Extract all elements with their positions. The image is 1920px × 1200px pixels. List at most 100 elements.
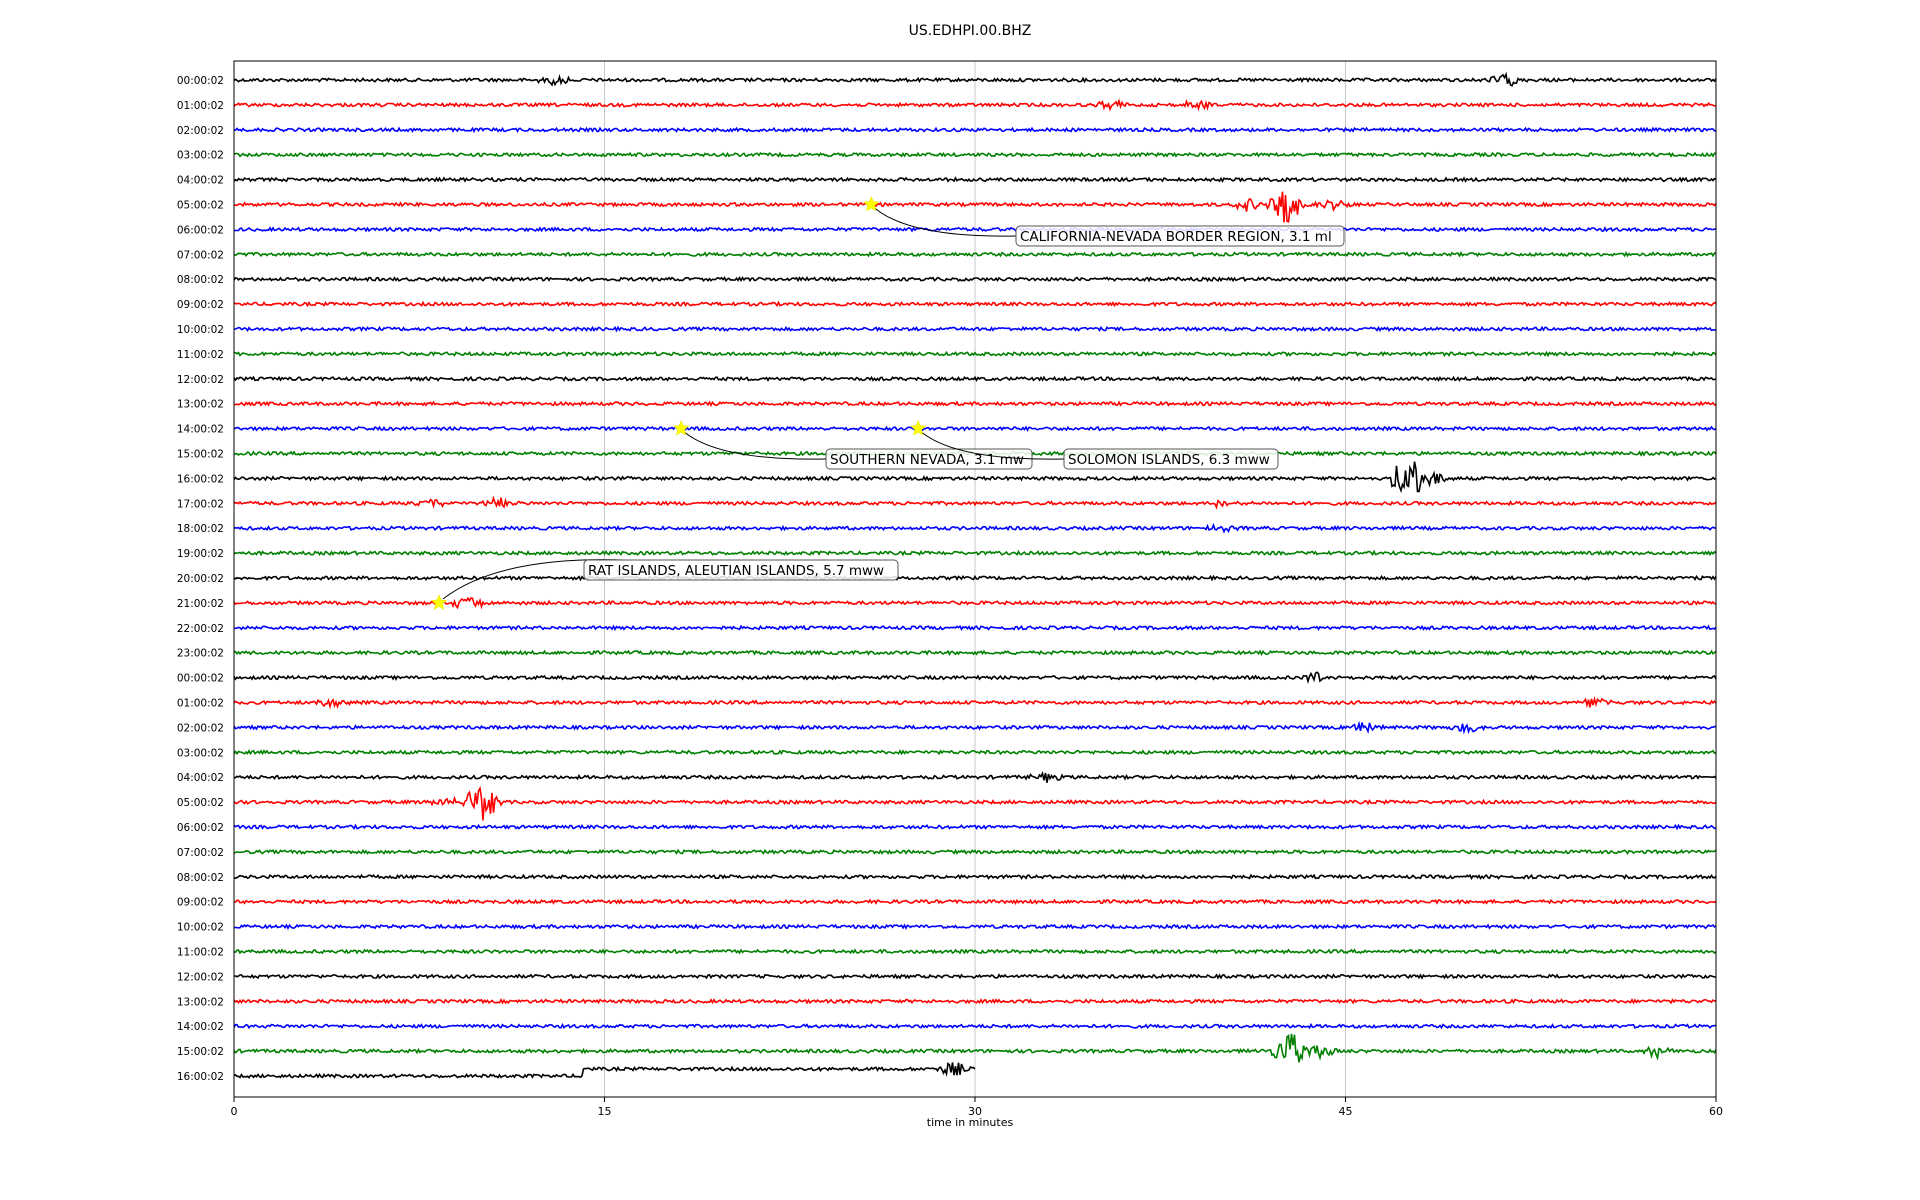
event-star-0 [863,195,880,212]
plot-frame [233,60,1717,1098]
trace-row-7 [233,250,1717,258]
row-label-7: 07:00:02 [177,249,224,261]
x-tick-label-2: 30 [968,1105,982,1118]
trace-row-10 [233,325,1717,333]
event-connector-1 [684,432,827,460]
row-label-18: 18:00:02 [177,523,224,535]
row-label-23: 23:00:02 [177,648,224,660]
event-star-2 [909,419,927,436]
trace-row-32 [234,873,1717,881]
trace-row-33 [233,898,1717,906]
trace-row-38 [233,1022,1717,1030]
row-label-30: 06:00:02 [177,822,224,834]
row-label-40: 16:00:02 [177,1071,224,1083]
row-label-38: 14:00:02 [177,1021,224,1033]
event-box-3 [583,559,899,581]
x-axis-ticks: 0 15 30 45 60 [231,1097,1723,1118]
row-label-34: 10:00:02 [177,922,224,934]
row-label-0: 00:00:02 [177,75,224,87]
trace-row-27 [233,749,1717,756]
row-label-32: 08:00:02 [177,872,224,884]
trace-row-35 [233,948,1717,955]
trace-row-17 [233,495,1717,510]
row-label-12: 12:00:02 [177,374,224,386]
row-label-5: 05:00:02 [177,200,224,212]
row-label-29: 05:00:02 [177,797,224,809]
trace-row-37 [233,998,1717,1005]
trace-row-29 [233,785,1717,821]
x-tick-label-4: 60 [1709,1105,1723,1118]
row-label-35: 11:00:02 [177,947,224,959]
row-label-9: 09:00:02 [177,299,224,311]
event-label-2: SOLOMON ISLANDS, 6.3 mww [1068,452,1270,468]
row-label-1: 01:00:02 [177,100,224,112]
trace-row-26 [233,720,1717,735]
trace-row-28 [233,770,1717,783]
trace-row-16 [233,461,1717,494]
trace-row-13 [233,400,1717,408]
event-label-0: CALIFORNIA-NEVADA BORDER REGION, 3.1 ml [1020,229,1332,245]
trace-row-6 [233,226,1717,233]
trace-row-9 [233,300,1717,308]
row-label-26: 02:00:02 [177,722,224,734]
trace-row-39 [233,1033,1717,1063]
trace-row-21 [233,596,1717,610]
event-star-3 [430,594,448,610]
row-label-19: 19:00:02 [177,548,224,560]
row-label-20: 20:00:02 [177,573,224,585]
event-label-3: RAT ISLANDS, ALEUTIAN ISLANDS, 5.7 mww [588,563,884,579]
row-label-36: 12:00:02 [177,971,224,983]
row-label-3: 03:00:02 [177,150,224,162]
row-label-27: 03:00:02 [177,747,224,759]
trace-row-36 [234,973,1717,980]
row-label-8: 08:00:02 [177,274,224,286]
x-tick-label-1: 15 [598,1105,612,1118]
trace-row-24 [233,671,1717,685]
trace-row-8 [233,275,1717,283]
trace-row-5 [233,191,1717,223]
trace-row-4 [233,176,1717,183]
row-label-22: 22:00:02 [177,623,224,635]
row-labels: 00:00:02 01:00:02 02:00:02 03:00:02 04:00:02… [177,75,224,1083]
event-annotations: CALIFORNIA-NEVADA BORDER REGION, 3.1 ml S… [430,195,1345,610]
trace-row-31 [233,848,1717,856]
trace-row-22 [233,624,1717,632]
row-label-24: 00:00:02 [177,673,224,685]
trace-row-34 [233,923,1717,931]
row-label-2: 02:00:02 [177,125,224,137]
trace-row-30 [233,823,1717,831]
event-box-2 [1063,448,1279,470]
row-label-15: 15:00:02 [177,449,224,461]
row-label-16: 16:00:02 [177,473,224,485]
trace-row-2 [233,126,1716,134]
row-label-21: 21:00:02 [177,598,224,610]
trace-row-18 [233,522,1717,534]
trace-row-11 [233,350,1717,358]
trace-row-0 [233,71,1717,87]
event-label-1: SOUTHERN NEVADA, 3.1 mw [830,452,1024,468]
event-star-1 [672,419,690,436]
trace-row-3 [233,151,1717,158]
row-label-4: 04:00:02 [177,175,224,187]
row-label-10: 10:00:02 [177,324,224,336]
row-label-14: 14:00:02 [177,424,224,436]
row-label-11: 11:00:02 [177,349,224,361]
row-label-13: 13:00:02 [177,399,224,411]
row-label-37: 13:00:02 [177,996,224,1008]
row-label-39: 15:00:02 [177,1046,224,1058]
row-label-6: 06:00:02 [177,224,224,236]
trace-row-14 [233,425,1717,432]
event-connector-0 [874,208,1017,237]
traces [233,71,1717,1079]
row-label-28: 04:00:02 [177,772,224,784]
row-label-25: 01:00:02 [177,698,224,710]
x-axis-label: time in minutes [927,1116,1014,1129]
row-label-33: 09:00:02 [177,897,224,909]
x-tick-label-0: 0 [231,1105,238,1118]
chart-title: US.EDHPI.00.BHZ [909,23,1032,39]
row-label-17: 17:00:02 [177,498,224,510]
event-connector-2 [921,432,1065,460]
trace-row-23 [233,649,1717,657]
trace-row-19 [233,549,1717,557]
